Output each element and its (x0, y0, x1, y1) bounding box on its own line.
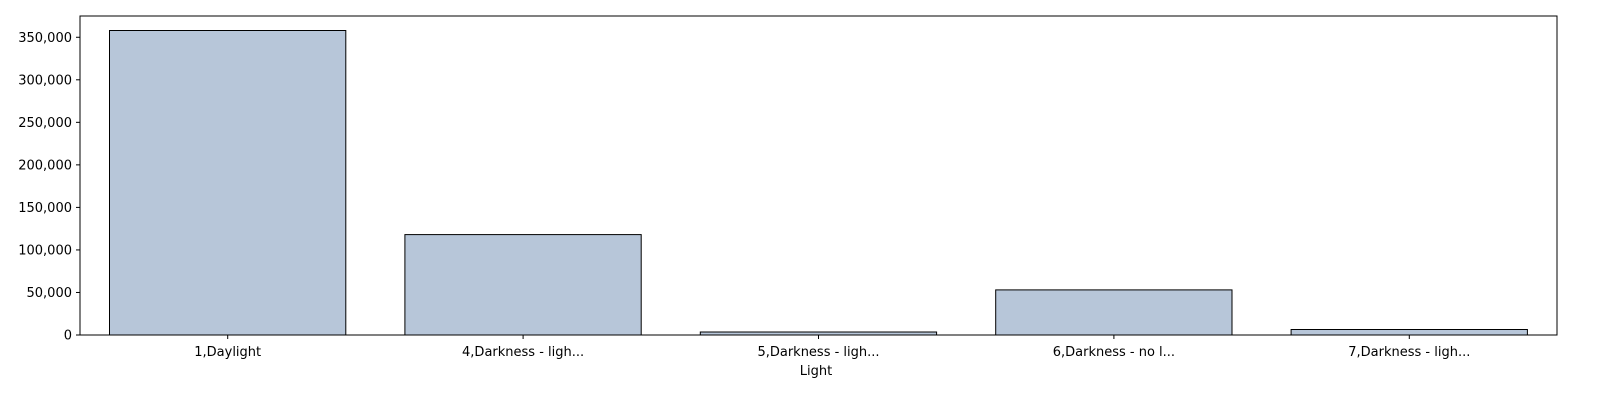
bar-2 (404, 234, 642, 336)
bar-1 (109, 30, 347, 336)
y-axis: 0 50,000 100,000 150,000 200,000 250,000 300,0… (18, 31, 80, 344)
bar-5 (1290, 329, 1528, 336)
x-axis: 1,Daylight 4,Darkness - ligh... 5,Darkness… (194, 335, 1470, 360)
x-tick-label: 6,Darkness - no l... (1053, 345, 1175, 360)
y-tick-label: 0 (64, 329, 72, 344)
y-tick-label: 150,000 (18, 201, 72, 216)
x-tick-label: 4,Darkness - ligh... (462, 345, 584, 360)
bars-group (109, 30, 1528, 336)
bar-4 (995, 289, 1233, 336)
bar-3 (699, 331, 938, 336)
x-tick-label: 5,Darkness - ligh... (757, 345, 879, 360)
y-tick-label: 250,000 (18, 116, 72, 131)
y-tick-label: 200,000 (18, 158, 72, 173)
y-tick-label: 100,000 (18, 243, 72, 258)
y-tick-label: 50,000 (27, 286, 73, 301)
x-tick-label: 1,Daylight (194, 345, 261, 360)
x-tick-label: 7,Darkness - ligh... (1348, 345, 1470, 360)
y-tick-label: 300,000 (18, 73, 72, 88)
x-axis-label: Light (800, 364, 832, 379)
y-tick-label: 350,000 (18, 31, 72, 46)
